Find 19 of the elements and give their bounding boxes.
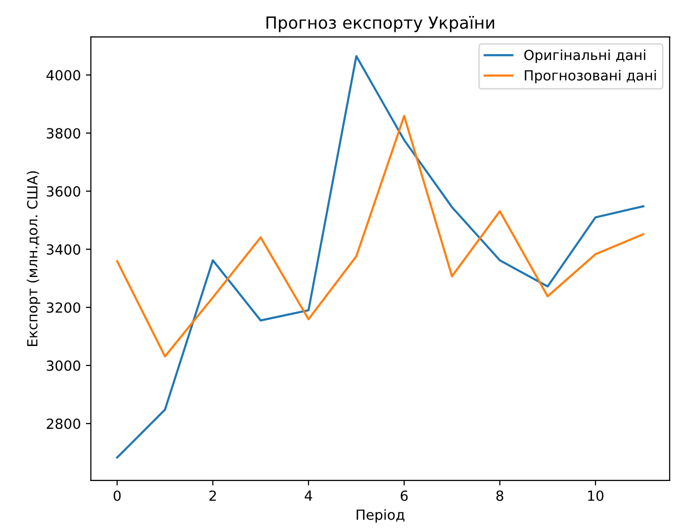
x-tick-label: 10: [588, 490, 604, 501]
y-tick-label: 3800: [46, 128, 80, 139]
y-tick-label: 3000: [46, 360, 80, 371]
x-tick-label: 8: [496, 490, 504, 501]
y-tick-label: 3600: [46, 186, 80, 197]
line-series: [116, 114, 644, 358]
chart-title: Прогноз експорту України: [266, 16, 494, 32]
y-tick-label: 3200: [46, 302, 80, 313]
y-axis-title: Експорт (млн.дол. США): [26, 171, 40, 346]
x-tick-label: 0: [114, 490, 121, 501]
x-tick-label: 4: [304, 490, 312, 501]
legend-label: Прогнозовані дані: [524, 70, 656, 84]
y-tick-label: 3400: [46, 244, 80, 255]
y-tick-label: 4000: [46, 70, 80, 80]
x-tick-label: 6: [400, 490, 408, 501]
legend-label: Оригінальні дані: [524, 49, 646, 63]
x-axis-title: Період: [356, 509, 404, 523]
x-tick-label: 2: [209, 490, 216, 501]
y-tick-label: 2800: [46, 418, 80, 430]
